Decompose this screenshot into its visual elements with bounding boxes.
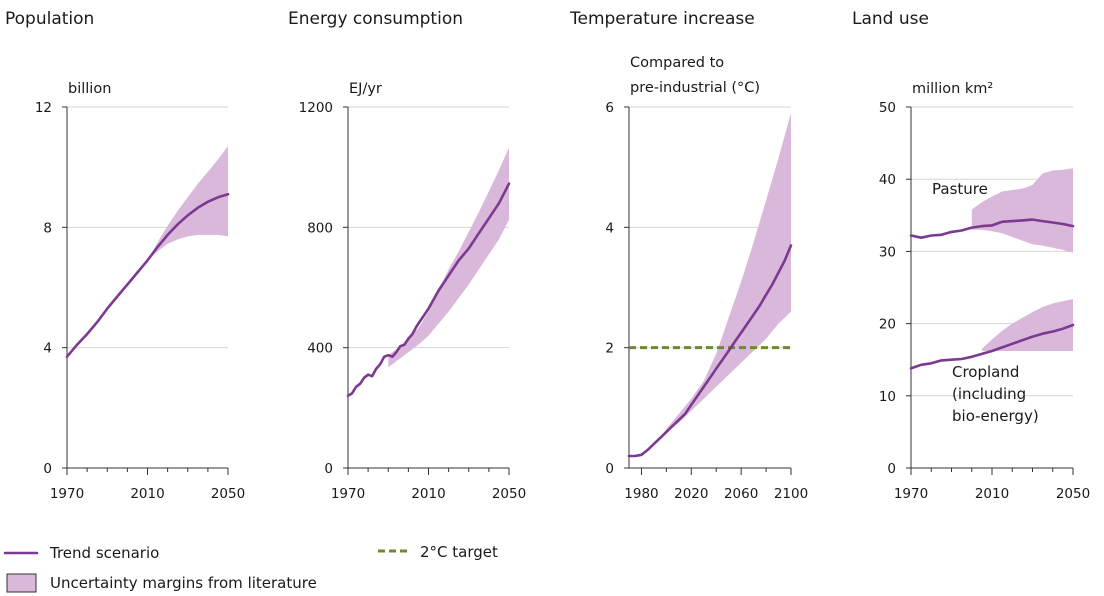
y-axis-label-line: Compared to <box>630 55 724 71</box>
x-tick-label: 1980 <box>624 486 658 502</box>
y-tick-label: 4 <box>43 341 52 357</box>
y-tick-label: 10 <box>879 389 896 405</box>
trend-line <box>909 323 1075 370</box>
trend-line <box>346 182 511 398</box>
series-label-line: (including <box>952 385 1026 403</box>
x-tick-label: 2100 <box>774 486 808 502</box>
y-axis-label: EJ/yr <box>349 81 382 97</box>
chart-title: Energy consumption <box>288 9 463 29</box>
trend-line <box>909 218 1075 239</box>
uncertainty-band <box>147 146 228 261</box>
x-tick-label: 2050 <box>1056 486 1090 502</box>
y-axis-label-line: billion <box>68 81 111 97</box>
y-tick-label: 8 <box>43 220 52 236</box>
x-tick-label: 1970 <box>331 486 365 502</box>
y-tick-label: 0 <box>605 461 614 477</box>
y-tick-label: 6 <box>605 100 614 116</box>
trend-line <box>627 244 793 458</box>
y-tick-label: 0 <box>324 461 333 477</box>
series-label-line: Cropland <box>952 363 1019 381</box>
y-axis-label-line: pre-industrial (°C) <box>630 80 760 96</box>
x-tick-label: 2060 <box>724 486 758 502</box>
chart-panel-4: Land use million km² 0 10 20 30 40 50 1970 2010 20… <box>852 9 1090 502</box>
y-axis-label: billion <box>68 81 111 97</box>
uncertainty-band <box>971 168 1073 253</box>
series-label: Cropland (including bio-energy) <box>952 363 1039 425</box>
x-tick-label: 2010 <box>130 486 164 502</box>
series-label: Pasture <box>932 180 988 198</box>
x-tick-label: 1970 <box>50 486 84 502</box>
legend-trend-label: Trend scenario <box>49 544 159 562</box>
legend-target-label: 2°C target <box>420 543 498 561</box>
y-tick-label: 30 <box>879 244 896 260</box>
y-tick-label: 400 <box>307 341 333 357</box>
chart-panel-1: Population billion 0 4 8 12 1970 2010 2050 <box>5 9 245 502</box>
y-tick-label: 800 <box>307 220 333 236</box>
chart-title: Land use <box>852 9 929 29</box>
chart-panel-3: Temperature increase Compared to pre-indus… <box>569 9 808 502</box>
y-tick-label: 1200 <box>299 100 333 116</box>
uncertainty-band <box>981 299 1073 351</box>
x-tick-label: 1970 <box>894 486 928 502</box>
uncertainty-band <box>660 113 791 438</box>
chart-title: Population <box>5 9 94 29</box>
y-tick-label: 20 <box>879 317 896 333</box>
x-tick-label: 2010 <box>411 486 445 502</box>
y-tick-label: 0 <box>43 461 52 477</box>
y-axis-label-line: EJ/yr <box>349 81 382 97</box>
y-tick-label: 0 <box>887 461 896 477</box>
legend-band-label: Uncertainty margins from literature <box>50 574 317 592</box>
x-tick-label: 2020 <box>674 486 708 502</box>
x-tick-label: 2050 <box>492 486 526 502</box>
y-axis-label-line: million km² <box>912 81 993 97</box>
series-label-line: bio-energy) <box>952 407 1039 425</box>
y-axis-label: Compared to pre-industrial (°C) <box>630 55 760 96</box>
y-axis-label: million km² <box>912 81 993 97</box>
y-tick-label: 12 <box>35 100 52 116</box>
x-tick-label: 2050 <box>211 486 245 502</box>
uncertainty-band <box>388 147 509 368</box>
chart-panel-2: Energy consumption EJ/yr 0 400 800 1200 1970 20… <box>288 9 526 502</box>
legend: Trend scenario 2°C target Uncertainty ma… <box>3 543 498 593</box>
y-tick-label: 2 <box>605 341 614 357</box>
chart-title: Temperature increase <box>569 9 755 29</box>
y-tick-label: 40 <box>879 172 896 188</box>
legend-band-swatch <box>6 573 37 593</box>
trend-line <box>65 192 230 359</box>
y-tick-label: 50 <box>879 100 896 116</box>
y-tick-label: 4 <box>605 220 614 236</box>
x-tick-label: 2010 <box>975 486 1009 502</box>
series-label-line: Pasture <box>932 180 988 198</box>
